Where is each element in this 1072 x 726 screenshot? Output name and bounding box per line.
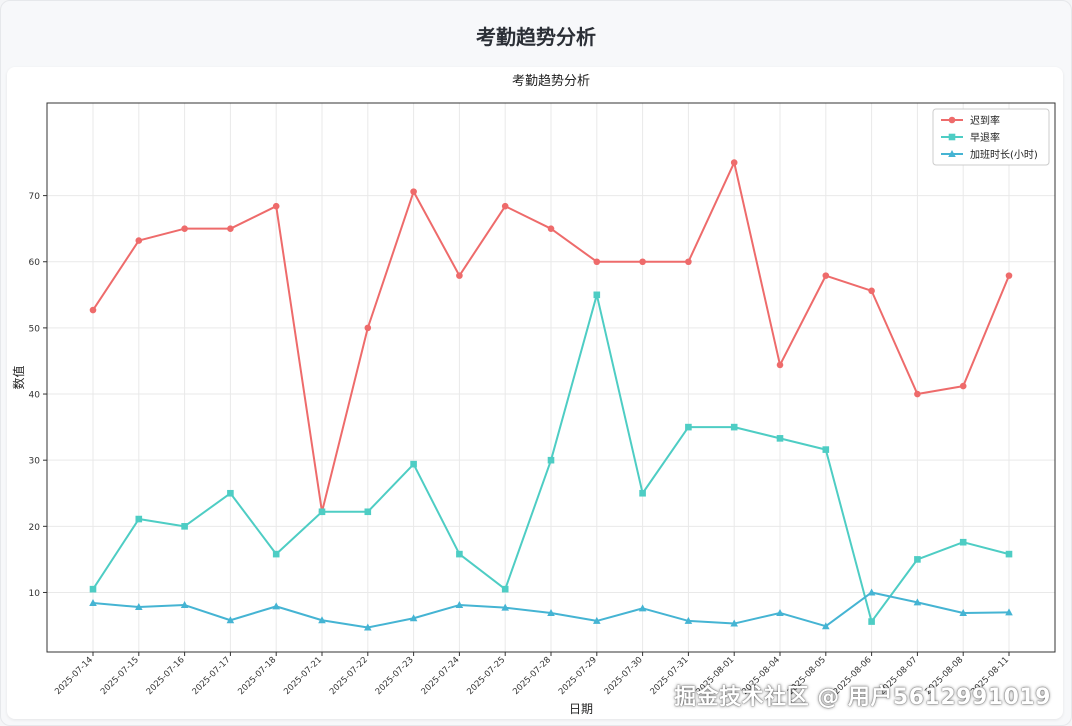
- data-point-2: [226, 616, 235, 624]
- y-tick-label: 70: [29, 192, 41, 202]
- data-point-2: [272, 602, 280, 610]
- data-point-2: [89, 599, 97, 607]
- x-tick-label: 2025-07-22: [328, 655, 370, 697]
- data-point-1: [318, 508, 326, 516]
- data-point-0: [959, 382, 967, 390]
- x-tick-label: 2025-07-29: [557, 655, 599, 697]
- data-point-1: [685, 423, 692, 431]
- x-tick-label: 2025-07-16: [145, 655, 187, 697]
- legend-box: [932, 108, 1050, 166]
- data-point-2: [959, 608, 967, 616]
- data-point-1: [89, 585, 97, 593]
- data-point-2: [638, 604, 647, 612]
- data-point-0: [227, 225, 234, 232]
- data-point-1: [730, 423, 738, 431]
- data-point-1: [364, 508, 372, 516]
- data-point-1: [501, 585, 509, 593]
- data-point-0: [181, 225, 188, 232]
- data-point-0: [914, 390, 921, 398]
- chart-title: 考勤趋势分析: [512, 73, 590, 89]
- y-tick-label: 60: [29, 258, 41, 268]
- data-point-1: [822, 446, 830, 453]
- y-tick-label: 20: [29, 523, 41, 533]
- x-tick-label: 2025-07-15: [99, 655, 141, 697]
- chart-card: 考勤趋势分析 10 20 30 40 50 60 70 2025-07-14 2025-07-15…: [7, 67, 1063, 719]
- x-tick-label: 2025-07-14: [53, 655, 95, 697]
- data-point-1: [914, 556, 921, 563]
- data-point-0: [272, 202, 280, 210]
- x-tick-label: 2025-07-24: [420, 655, 462, 697]
- data-point-1: [181, 523, 188, 530]
- data-point-2: [822, 622, 830, 630]
- data-point-0: [1005, 272, 1013, 279]
- data-point-0: [868, 287, 875, 295]
- data-point-2: [409, 614, 418, 622]
- data-point-2: [364, 623, 372, 631]
- data-point-1: [410, 460, 417, 468]
- data-point-0: [410, 188, 417, 195]
- x-tick-label: 2025-07-21: [282, 655, 324, 697]
- x-axis-label: 日期: [569, 702, 593, 716]
- data-point-0: [547, 225, 555, 232]
- data-point-2: [455, 601, 464, 609]
- legend-label: 早退率: [970, 131, 1000, 144]
- y-tick-label: 10: [29, 589, 41, 599]
- legend-marker: [948, 133, 956, 141]
- data-point-2: [913, 598, 922, 606]
- data-point-1: [868, 618, 875, 625]
- data-point-1: [227, 489, 234, 497]
- data-point-1: [135, 515, 143, 523]
- data-point-2: [593, 616, 601, 624]
- x-tick-label: 2025-07-30: [603, 655, 645, 697]
- data-point-1: [547, 456, 555, 464]
- data-point-2: [135, 603, 143, 611]
- legend-label: 加班时长(小时): [970, 149, 1038, 161]
- x-tick-label: 2025-07-17: [191, 655, 233, 697]
- x-tick-label: 2025-07-28: [511, 655, 553, 697]
- data-point-2: [867, 588, 876, 596]
- y-tick-label: 40: [29, 391, 41, 401]
- data-point-0: [593, 258, 601, 266]
- data-point-2: [1005, 608, 1013, 616]
- data-point-0: [776, 361, 784, 369]
- data-point-1: [959, 538, 967, 546]
- data-point-0: [456, 272, 463, 279]
- data-point-2: [318, 616, 326, 624]
- data-point-1: [1005, 550, 1013, 558]
- watermark: 掘金技术社区 @ 用户5612991019: [674, 685, 1051, 710]
- data-point-0: [135, 237, 143, 244]
- data-point-2: [684, 616, 693, 624]
- legend-marker: [948, 150, 956, 157]
- data-point-0: [685, 258, 692, 266]
- data-point-0: [89, 306, 97, 314]
- x-tick-label: 2025-07-25: [465, 655, 507, 697]
- y-tick-label: 30: [29, 457, 41, 467]
- data-point-2: [501, 603, 509, 611]
- data-point-0: [822, 272, 830, 279]
- data-point-1: [639, 489, 646, 497]
- data-point-1: [776, 435, 784, 442]
- legend-label: 迟到率: [970, 114, 1000, 127]
- y-axis-label: 数值: [11, 365, 26, 389]
- data-point-2: [776, 608, 784, 616]
- data-point-2: [730, 619, 738, 627]
- page-title: 考勤趋势分析: [476, 25, 596, 49]
- data-point-0: [364, 324, 372, 332]
- y-tick-label: 50: [29, 324, 41, 334]
- x-tick-label: 2025-07-18: [236, 655, 278, 697]
- legend-marker: [948, 116, 956, 124]
- data-point-2: [547, 608, 555, 616]
- data-point-1: [272, 550, 280, 558]
- data-point-0: [639, 258, 646, 266]
- x-tick-label: 2025-07-23: [374, 655, 416, 697]
- data-point-1: [456, 550, 463, 558]
- data-point-2: [180, 601, 189, 609]
- line-chart: 考勤趋势分析 10 20 30 40 50 60 70 2025-07-14 2025-07-15…: [11, 73, 1056, 716]
- data-point-0: [730, 159, 738, 166]
- data-point-1: [593, 291, 601, 299]
- data-point-0: [501, 202, 509, 210]
